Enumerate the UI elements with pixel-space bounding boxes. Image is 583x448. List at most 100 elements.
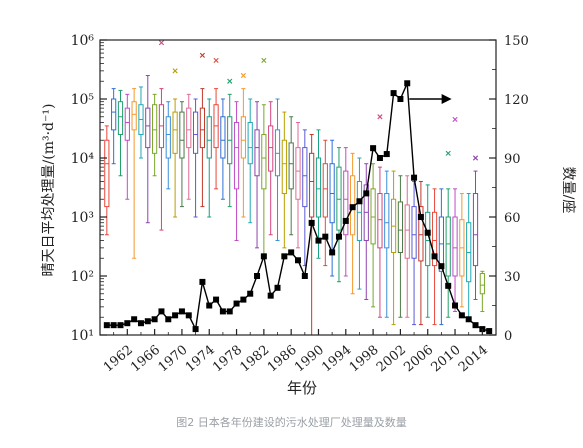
box-plot [390,170,397,326]
box-body [179,111,185,159]
count-point [424,229,431,236]
count-point [254,273,261,279]
box-body [295,147,301,200]
x-tick-label: 1990 [292,343,327,376]
box-plot [438,188,444,326]
y-axis-label-left: 晴天日平均处理量/(m³·d⁻¹) [41,104,57,277]
x-axis-label: 年份 [287,379,317,397]
box-plot [459,193,465,308]
box-body [288,142,294,190]
box-outlier [452,116,458,123]
box-body [111,98,117,131]
box-outlier [227,78,233,84]
count-point [335,233,342,240]
count-point [288,249,295,256]
box-body [261,134,267,190]
box-plot [302,129,308,267]
box-plot [350,152,356,295]
box-plot [247,98,253,224]
box-plot [199,52,206,208]
box-body [315,157,322,218]
box-body [152,104,158,154]
count-point [247,290,254,297]
box-body [104,139,110,208]
box-plot [227,78,233,208]
box-plot [356,157,363,290]
x-tick-label: 2010 [429,343,464,376]
y-axis-label-right: 数量/座 [560,167,576,214]
box-plot [261,57,267,259]
box-body [247,121,253,165]
count-point [356,198,363,205]
box-body [418,206,424,262]
box-plot [158,40,165,231]
count-point [172,312,179,319]
count-point [383,151,390,158]
box-plot [186,93,192,200]
box-body [452,216,458,277]
box-plot [233,101,240,241]
box-plot [431,188,438,326]
count-point [158,308,165,315]
count-point [397,96,404,102]
count-series [103,80,493,335]
box-plot [411,180,417,326]
box-body [206,116,212,159]
box-body [254,129,260,177]
y-right-tick-label: 150 [504,34,529,49]
count-point [486,328,493,335]
count-point [274,284,281,291]
y-left-tick-label: 10² [71,269,94,285]
box-body [356,180,363,241]
box-body [131,101,137,131]
box-plot [192,98,199,218]
box-body [172,111,178,154]
box-plot [281,111,287,249]
count-point [363,190,370,197]
count-point [213,296,220,303]
count-point [452,302,459,309]
box-plot [131,88,137,259]
count-point [131,316,138,323]
y-left-tick-label: 10³ [71,210,94,226]
count-point [329,249,336,256]
count-point [233,300,240,307]
count-point [315,237,322,244]
x-tick-label: 1978 [210,343,245,376]
box-plot [145,75,151,224]
y-right-tick-label: 120 [504,93,529,108]
box-plot [336,147,342,283]
count-point [404,80,411,87]
count-point [281,253,288,260]
box-plot [213,57,219,190]
box-outlier [472,155,479,161]
box-plot [220,98,226,200]
box-body [397,201,404,254]
box-body [411,206,417,259]
box-plot [384,170,390,318]
box-outlier [377,114,383,120]
right-axis-arrow-head [441,94,452,104]
box-plot [117,89,124,177]
box-body [233,121,240,190]
box-body [479,273,485,295]
x-tick-label: 2006 [401,343,436,376]
x-tick-label: 2002 [374,343,409,376]
box-plot [295,121,301,249]
box-plot [240,72,246,218]
count-point [151,316,158,323]
figure-caption: 图2 日本各年份建设的污水处理厂处理量及数量 [176,416,407,429]
count-point [445,282,452,289]
count-point [103,322,110,329]
box-plot [452,116,458,313]
box-plot [418,180,424,326]
box-outlier [213,57,219,64]
count-point [124,320,131,327]
y-left-tick-label: 10⁵ [71,92,95,108]
box-outlier [158,40,165,46]
count-point [117,322,124,329]
count-point [110,322,117,329]
box-body [404,204,410,259]
box-body [145,107,151,149]
count-point [472,322,479,329]
